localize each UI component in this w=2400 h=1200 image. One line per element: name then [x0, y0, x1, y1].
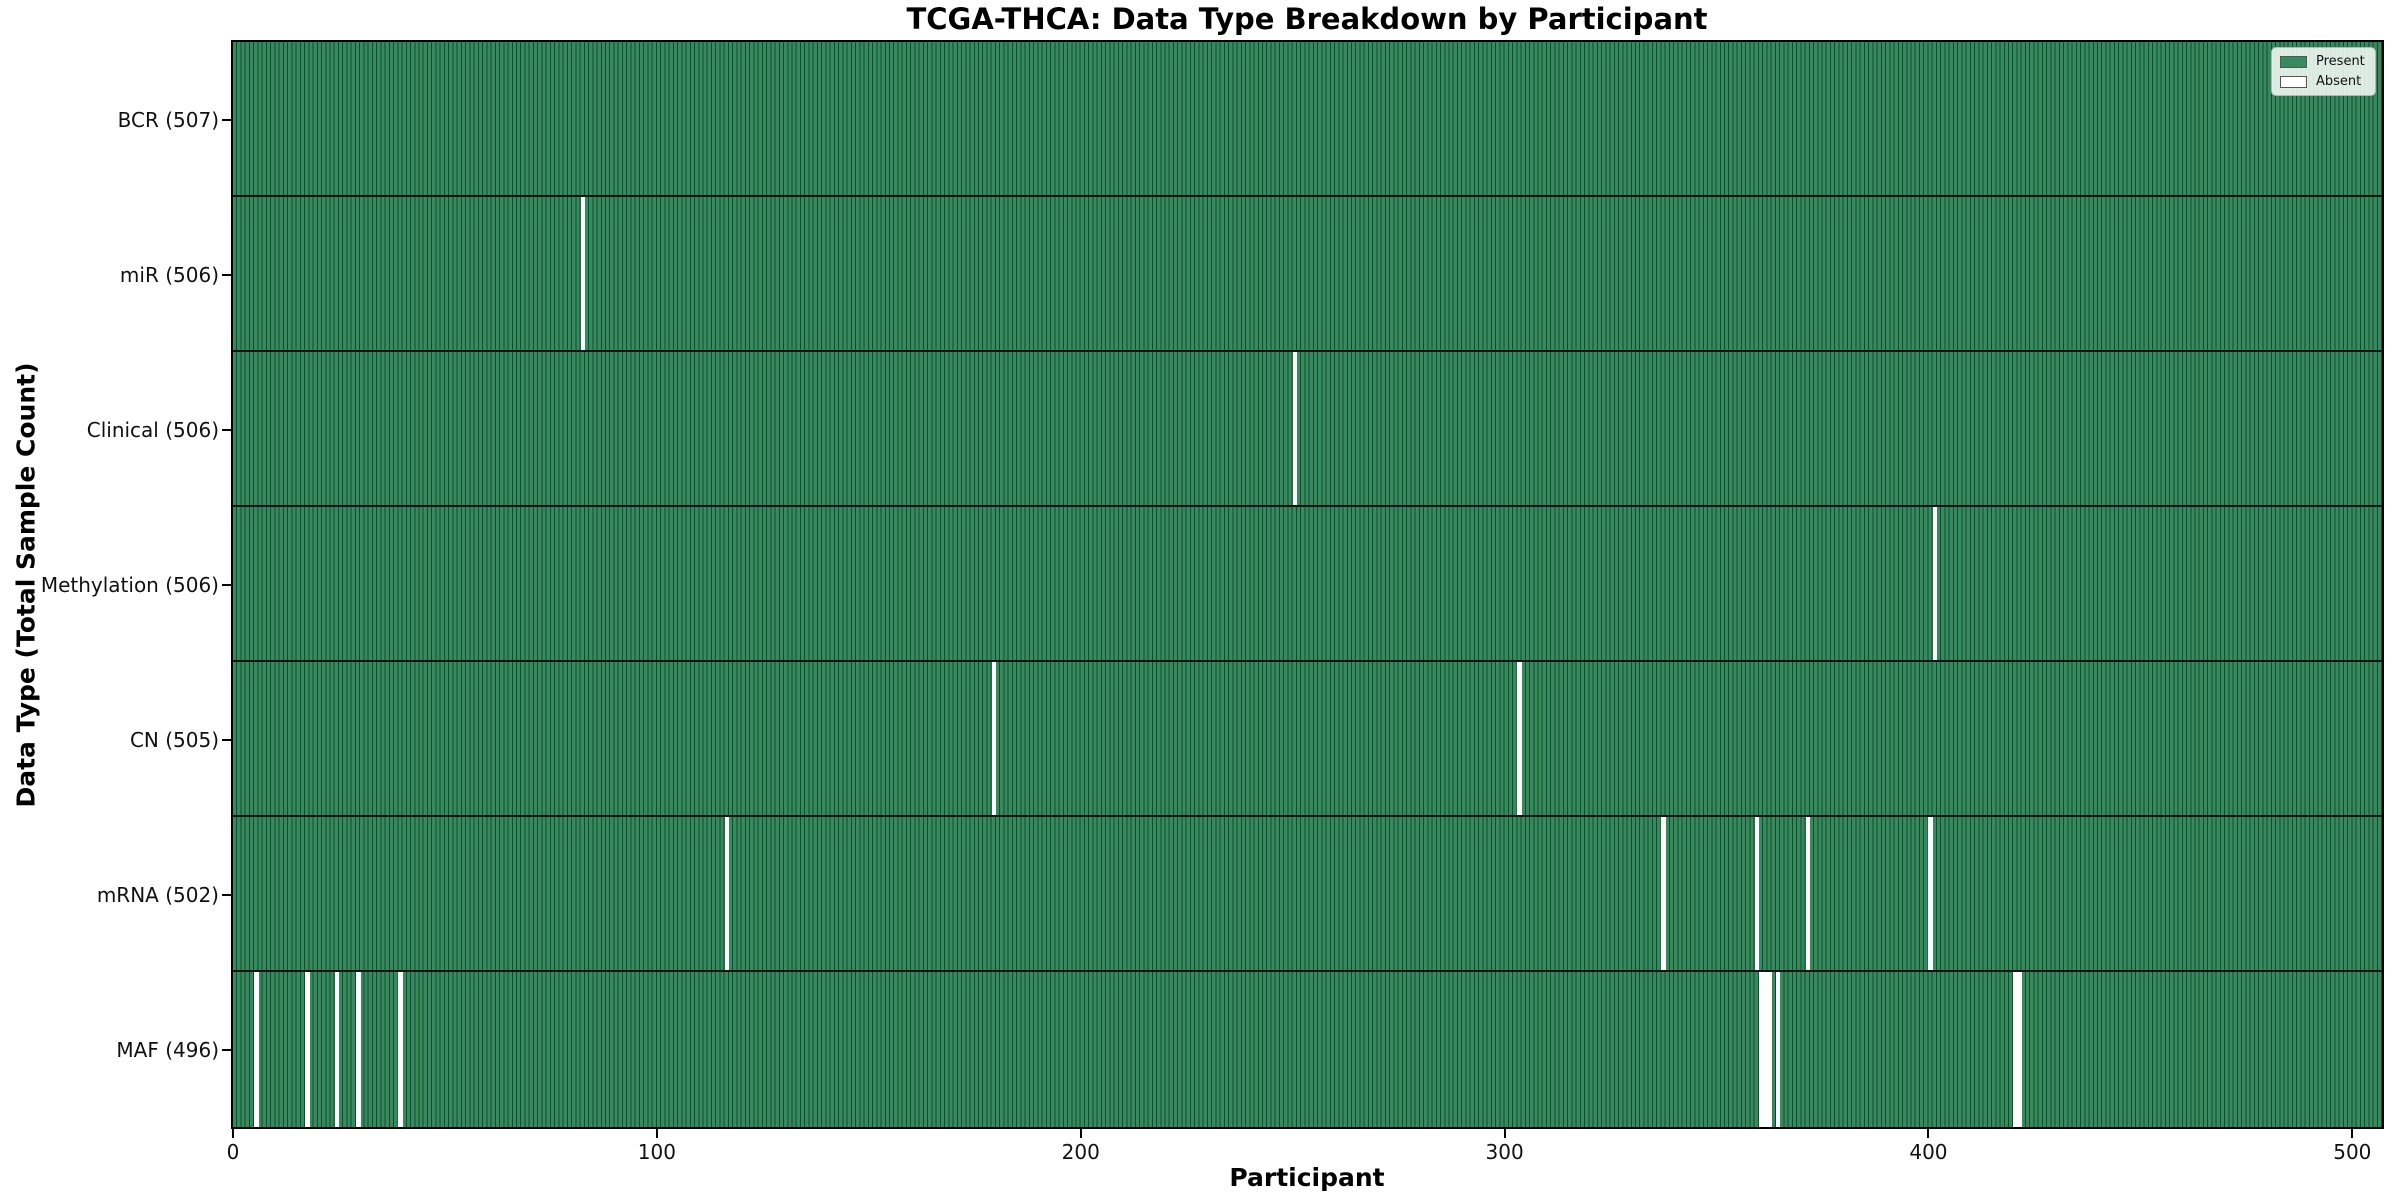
ytick-label-methylation: Methylation (506) — [40, 572, 219, 597]
xtick-mark-100 — [655, 1129, 658, 1138]
legend-entry-present: Present — [2280, 54, 2365, 69]
ytick-label-mrna: mRNA (502) — [96, 882, 219, 907]
xtick-label-400: 400 — [1909, 1140, 1948, 1164]
absent-gap-maf-39 — [398, 972, 403, 1127]
row-maf — [233, 972, 2382, 1127]
absent-gap-cn-179 — [991, 662, 997, 815]
ytick-mark-mir — [222, 273, 231, 276]
xtick-mark-200 — [1079, 1129, 1082, 1138]
xtick-mark-0 — [232, 1129, 234, 1138]
xtick-label-0: 0 — [226, 1140, 240, 1164]
absent-gap-mrna-116 — [724, 817, 730, 970]
ytick-mark-mrna — [222, 893, 231, 896]
row-clinical — [233, 352, 2382, 507]
row-bcr — [233, 42, 2382, 197]
row-mrna — [233, 817, 2382, 972]
legend-label-absent: Absent — [2316, 74, 2362, 89]
ytick-label-bcr: BCR (507) — [117, 107, 219, 132]
xtick-mark-500 — [2351, 1129, 2354, 1138]
absent-gap-maf-29 — [355, 972, 361, 1127]
row-methylation — [233, 507, 2382, 662]
absent-gap-maf-361 — [1763, 972, 1768, 1127]
ytick-mark-methylation — [222, 583, 231, 586]
absent-gap-maf-17 — [305, 972, 310, 1127]
presence-matrix — [233, 42, 2382, 1127]
ytick-label-mir: miR (506) — [119, 262, 219, 287]
xtick-label-500: 500 — [2333, 1140, 2372, 1164]
xtick-label-100: 100 — [637, 1140, 676, 1164]
absent-gap-maf-364 — [1775, 972, 1781, 1127]
ytick-label-clinical: Clinical (506) — [86, 417, 219, 442]
legend-swatch-absent — [2280, 75, 2307, 88]
legend-entry-absent: Absent — [2280, 74, 2365, 89]
xtick-mark-400 — [1927, 1129, 1930, 1138]
ytick-label-maf: MAF (496) — [116, 1037, 219, 1062]
absent-gap-methylation-401 — [1932, 507, 1938, 660]
absent-gap-clinical-250 — [1292, 352, 1298, 505]
absent-gap-mrna-359 — [1754, 817, 1760, 970]
absent-gap-maf-5 — [254, 972, 259, 1127]
absent-gap-maf-420 — [2013, 972, 2018, 1127]
chart-title: TCGA-THCA: Data Type Breakdown by Partic… — [906, 2, 1708, 36]
absent-gap-maf-362 — [1767, 972, 1773, 1127]
absent-gap-mir-82 — [580, 197, 586, 350]
absent-gap-mrna-400 — [1928, 817, 1934, 970]
absent-gap-mrna-337 — [1661, 817, 1667, 970]
absent-gap-maf-421 — [2017, 972, 2023, 1127]
absent-gap-mrna-371 — [1805, 817, 1811, 970]
xtick-label-200: 200 — [1061, 1140, 1100, 1164]
ytick-label-cn: CN (505) — [129, 727, 219, 752]
ytick-mark-maf — [222, 1048, 231, 1051]
legend-swatch-present — [2280, 55, 2307, 68]
row-mir — [233, 197, 2382, 352]
row-cn — [233, 662, 2382, 817]
legend-label-present: Present — [2316, 54, 2365, 69]
ytick-mark-bcr — [222, 118, 231, 121]
ytick-mark-cn — [222, 738, 231, 741]
xtick-mark-300 — [1503, 1129, 1506, 1138]
absent-gap-maf-24 — [334, 972, 340, 1127]
x-axis-title: Participant — [1229, 1163, 1385, 1192]
xtick-label-300: 300 — [1485, 1140, 1524, 1164]
legend: Present Absent — [2271, 47, 2376, 96]
absent-gap-cn-303 — [1517, 662, 1522, 815]
plot-area — [231, 40, 2384, 1129]
ytick-mark-clinical — [222, 428, 231, 431]
absent-gap-maf-360 — [1758, 972, 1764, 1127]
